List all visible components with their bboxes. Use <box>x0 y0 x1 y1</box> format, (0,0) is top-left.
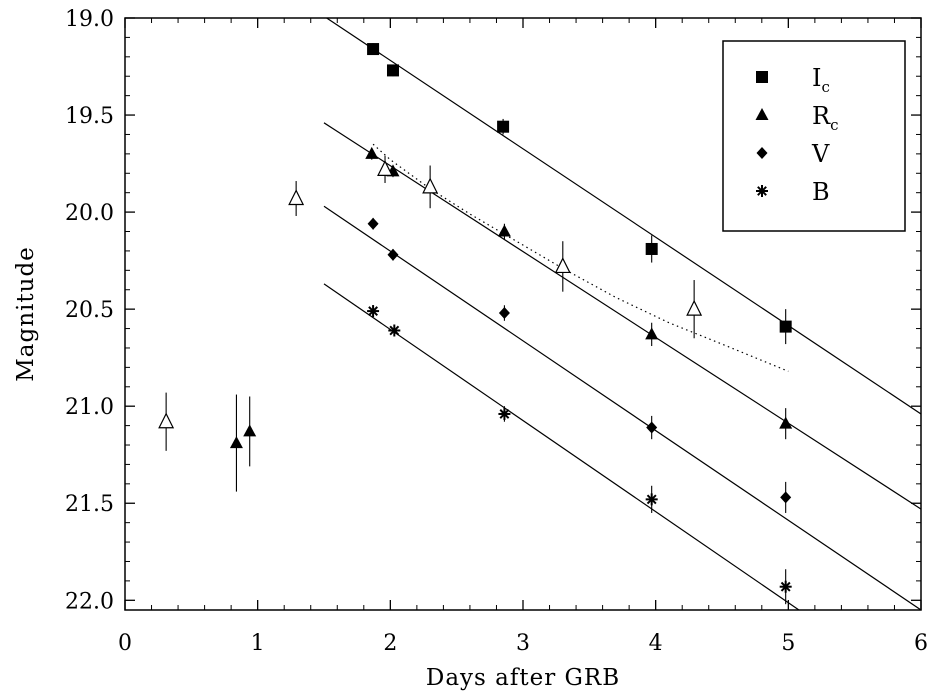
point-ic <box>645 242 658 255</box>
point-b <box>498 407 511 420</box>
legend-marker-b <box>756 185 768 197</box>
y-tick-label: 19.5 <box>65 104 114 129</box>
point-ic <box>779 320 792 333</box>
point-b <box>367 305 380 318</box>
fit-line-v <box>323 205 921 610</box>
fit-line-b <box>323 283 800 610</box>
point-rc <box>229 436 243 449</box>
y-tick-label: 19.0 <box>65 7 114 32</box>
point-open-triangle <box>686 299 703 316</box>
point-rc <box>779 416 793 429</box>
y-tick-label: 21.0 <box>65 395 114 420</box>
legend-label-v: V <box>811 140 830 168</box>
data-points <box>158 43 793 605</box>
point-rc <box>243 424 257 437</box>
x-tick-label: 1 <box>251 631 265 656</box>
point-v <box>498 307 510 320</box>
x-axis-ticks: 0 1 2 3 4 5 6 <box>118 18 928 656</box>
point-v <box>780 491 792 504</box>
point-rc <box>497 224 511 237</box>
point-open-triangle <box>422 177 439 194</box>
x-tick-label: 4 <box>649 631 663 656</box>
point-ic <box>367 43 380 56</box>
fit-line-rc <box>323 122 921 510</box>
x-tick-label: 3 <box>516 631 530 656</box>
x-axis-label: Days after GRB <box>426 665 620 691</box>
y-tick-label: 20.5 <box>65 298 114 323</box>
fit-line-ic <box>326 18 921 415</box>
point-open-triangle <box>377 160 393 176</box>
y-tick-label: 20.0 <box>65 201 114 226</box>
legend-box <box>722 40 906 232</box>
point-open-triangle <box>158 412 175 429</box>
y-tick-label: 22.0 <box>65 589 114 614</box>
legend-marker-rc <box>755 108 769 120</box>
dotted-model-curve <box>372 143 789 372</box>
x-tick-label: 5 <box>781 631 795 656</box>
point-rc <box>365 146 379 159</box>
point-b <box>779 580 792 593</box>
legend-label-b: B <box>812 178 830 206</box>
x-tick-label: 2 <box>383 631 397 656</box>
point-b <box>388 324 401 337</box>
point-b <box>645 493 658 506</box>
point-open-triangle <box>554 257 571 274</box>
plot-frame <box>124 17 922 611</box>
point-ic <box>497 120 510 133</box>
x-tick-label: 0 <box>118 631 132 656</box>
y-tick-label: 21.5 <box>65 492 114 517</box>
point-open-triangle <box>288 189 305 206</box>
point-rc <box>645 327 659 340</box>
y-axis-label: Magnitude <box>13 246 39 382</box>
point-v <box>367 217 379 230</box>
dotted-curve-path <box>372 143 789 372</box>
x-tick-label: 6 <box>914 631 928 656</box>
point-v <box>646 421 658 434</box>
fit-lines <box>323 18 921 610</box>
y-axis-ticks: 19.0 19.5 20.0 20.5 21.0 21.5 22.0 <box>65 7 921 614</box>
point-v <box>387 248 399 261</box>
legend-marker-v <box>756 147 768 159</box>
legend-marker-ic <box>756 71 768 83</box>
point-ic <box>386 64 399 77</box>
